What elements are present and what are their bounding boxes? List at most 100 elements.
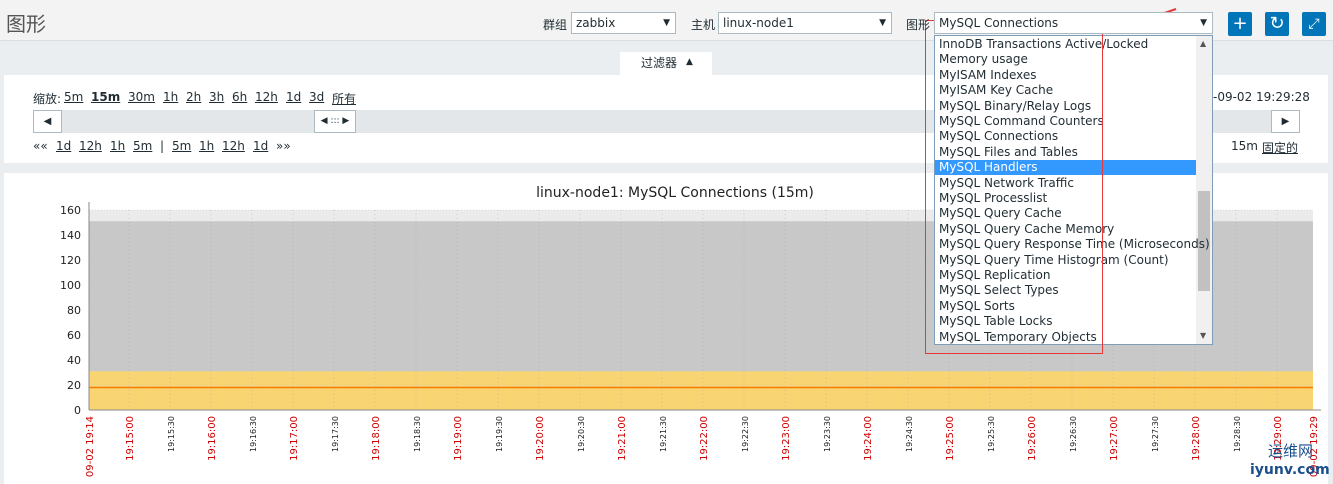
x-tick-label: 19:18:00 [371,416,382,461]
group-select[interactable]: zabbix [571,12,676,34]
x-tick-label: 19:27:00 [1109,416,1120,461]
graph-title: linux-node1: MySQL Connections (15m) [536,185,814,201]
time-to: -09-02 19:29:28 [1213,90,1310,104]
scroll-up[interactable]: ▲ [1200,39,1207,48]
scroll-left[interactable]: ◀ [33,110,62,133]
zoom-link[interactable]: 3h [209,90,225,104]
zoom-link[interactable]: 6h [232,90,248,104]
watermark: iyunv.com [1250,462,1330,478]
scrollbar [1196,36,1212,344]
dropdown-item[interactable]: MySQL Processlist [939,191,1048,205]
scrollbar-thumb[interactable] [1198,191,1210,291]
dropdown-item[interactable]: MySQL Select Types [939,283,1059,298]
nav-back[interactable]: «« [33,139,48,153]
refresh-button[interactable]: ↻ [1265,12,1289,36]
dropdown-item[interactable]: MySQL Query Cache [939,206,1062,221]
x-tick-label: 19:20:30 [577,416,586,452]
annotation-box [925,20,1103,354]
nav-back[interactable]: 12h [79,139,102,153]
x-tick-label: 19:19:30 [495,416,504,452]
x-tick-label: 09-02 19:29 [1309,416,1320,477]
dropdown-item[interactable]: MySQL Connections [939,129,1059,144]
graph-select[interactable]: MySQL Connections [934,12,1213,34]
dropdown-item[interactable]: MySQL Query Cache Memory [939,221,1115,236]
x-tick-label: 19:23:30 [823,416,832,452]
add-button[interactable]: + [1228,12,1252,36]
dropdown-item[interactable]: MySQL Files and Tables [939,144,1078,159]
zoom-link[interactable]: 5m [64,90,84,104]
x-tick-label: 19:25:30 [987,416,996,452]
zoom-link[interactable]: 2h [186,90,202,104]
x-tick-label: 19:16:30 [249,416,258,452]
dropdown-item[interactable]: MyISAM Key Cache [939,83,1054,98]
dropdown-item[interactable]: MySQL Temporary Objects [939,329,1097,344]
scroll-handle[interactable]: ◀ ::: ▶ [314,110,356,133]
x-tick-label: 19:17:30 [331,416,340,452]
nav-forward[interactable]: 5m [172,139,192,153]
graph-label: 图形 [906,18,931,32]
host-select[interactable]: linux-node1 [718,12,892,34]
x-tick-label: 19:26:00 [1027,416,1038,461]
nav-back[interactable]: 1h [110,139,126,153]
dropdown-item[interactable]: MySQL Command Counters [939,114,1104,128]
dropdown-item[interactable]: MySQL Binary/Relay Logs [939,98,1092,113]
x-tick-label: 19:28:00 [1191,416,1202,461]
dropdown-item[interactable]: MySQL Sorts [939,298,1015,313]
x-tick-label: 19:22:00 [699,416,710,461]
nav-back[interactable]: 5m [133,139,153,153]
dropdown-item[interactable]: MySQL Query Response Time (Microseconds) [939,237,1210,252]
y-tick-label: 20 [67,379,81,392]
dropdown-item[interactable]: MySQL Replication [939,268,1051,282]
nav-forward[interactable]: 12h [222,139,245,153]
dropdown-item[interactable]: InnoDB Transactions Active/Locked [939,37,1149,51]
x-tick-label: 09-02 19:14 [85,416,96,477]
series-area [89,371,1313,410]
graph-dropdown[interactable]: ▲ ▼ InnoDB Transactions Active/Locked Mem… [934,35,1213,345]
zoom-link[interactable]: 3d [309,90,325,104]
x-tick-label: 19:15:00 [125,416,136,461]
dropdown-item[interactable]: MyISAM Indexes [939,67,1037,82]
zoom-link[interactable]: 12h [255,90,278,104]
zoom-label: 缩放: [33,92,62,106]
x-tick-label: 19:19:00 [453,416,464,461]
watermark: 运维网 [1268,442,1314,460]
fullscreen-button[interactable]: ⤢ [1302,12,1326,36]
fixed-link[interactable]: 固定的 [1262,141,1299,155]
x-tick-label: 19:28:30 [1233,416,1242,452]
nav-back[interactable]: 1d [56,139,72,153]
y-tick-label: 160 [60,204,81,217]
dropdown-item[interactable]: MySQL Query Time Histogram (Count) [939,252,1169,267]
y-tick-label: 120 [60,254,81,267]
y-tick-label: 60 [67,329,81,342]
x-tick-label: 19:23:00 [781,416,792,461]
dropdown-item[interactable]: MySQL Network Traffic [939,175,1074,190]
x-tick-label: 19:24:30 [905,416,914,452]
y-tick-label: 40 [67,354,81,367]
zoom-link[interactable]: 15m [91,90,121,104]
page-title: 图形 [6,12,46,36]
x-tick-label: 19:21:30 [659,416,668,452]
nav-forward[interactable]: »» [276,139,291,153]
dropdown-item[interactable]: MySQL Table Locks [939,314,1053,329]
zoom-link[interactable]: 1d [286,90,302,104]
zoom-link[interactable]: 所有 [332,92,357,106]
filter-tab[interactable]: 过滤器 [620,52,712,75]
y-tick-label: 140 [60,229,81,242]
zoom-link[interactable]: 30m [128,90,155,104]
x-tick-label: 19:27:30 [1151,416,1160,452]
x-tick-label: 19:26:30 [1069,416,1078,452]
zoom-link[interactable]: 1h [163,90,179,104]
host-label: 主机 [691,18,716,32]
x-tick-label: 19:22:30 [741,416,750,452]
nav-forward[interactable]: 1h [199,139,215,153]
dropdown-item[interactable]: MySQL Handlers [935,160,1196,176]
x-tick-label: 19:16:00 [207,416,218,461]
x-tick-label: 19:21:00 [617,416,628,461]
filter-tab-icon: ▲ [686,57,693,67]
dropdown-item[interactable]: Memory usage [939,52,1028,67]
scroll-right[interactable]: ▶ [1271,110,1300,133]
x-tick-label: 19:24:00 [863,416,874,461]
scroll-down[interactable]: ▼ [1200,331,1207,340]
nav-forward[interactable]: 1d [253,139,269,153]
